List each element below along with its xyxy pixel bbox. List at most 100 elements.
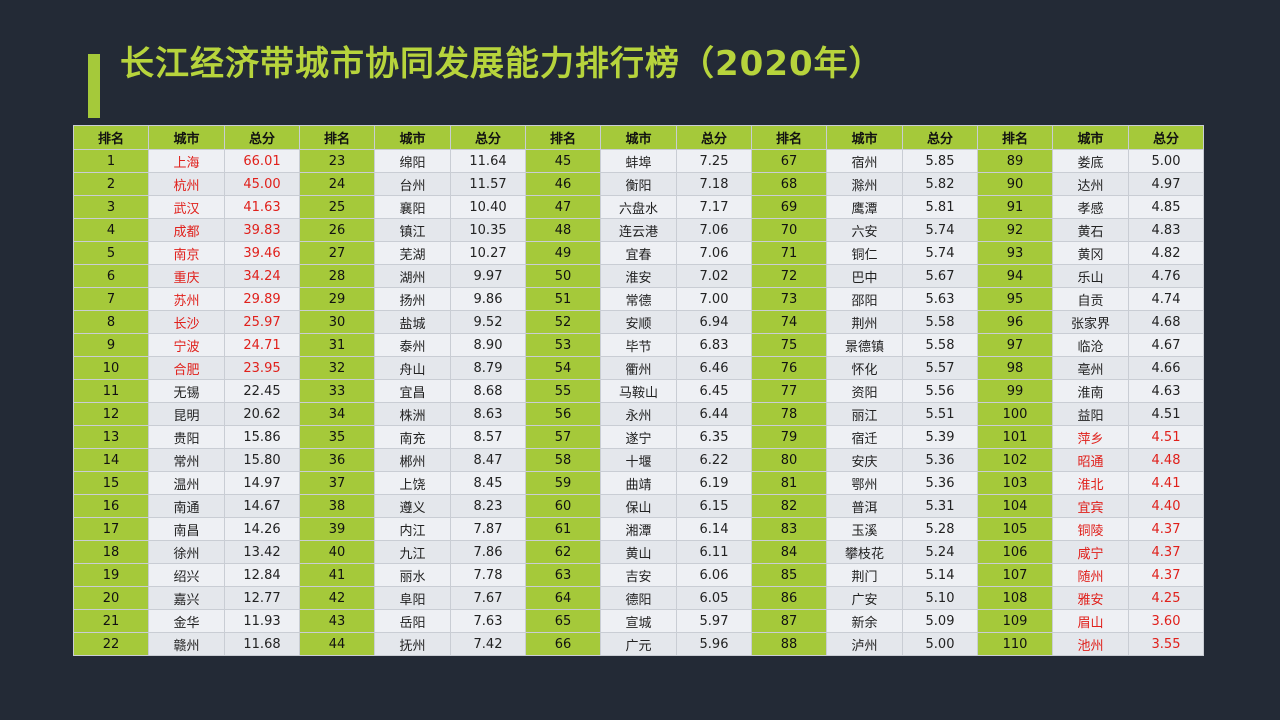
city-cell: 铜仁: [826, 241, 903, 265]
rank-cell: 48: [525, 218, 601, 242]
rank-cell: 17: [73, 517, 149, 541]
city-cell: 苏州: [148, 287, 225, 311]
table-row: 12 昆明 20.62 34 株洲 8.63 56 永州 6.44 78 丽江 5.51 100 益阳 4.…: [73, 402, 1204, 426]
score-cell: 6.15: [676, 494, 752, 518]
city-cell: 宜昌: [374, 379, 451, 403]
score-cell: 5.74: [902, 218, 978, 242]
score-cell: 5.31: [902, 494, 978, 518]
city-cell: 吉安: [600, 563, 677, 587]
score-cell: 7.78: [450, 563, 526, 587]
rank-cell: 67: [751, 149, 827, 173]
rank-cell: 20: [73, 586, 149, 610]
score-cell: 6.05: [676, 586, 752, 610]
city-cell: 金华: [148, 609, 225, 633]
rank-cell: 36: [299, 448, 375, 472]
table-row: 2 杭州 45.00 24 台州 11.57 46 衡阳 7.18 68 滁州 5.82 90 达州 4.9…: [73, 172, 1204, 196]
rank-cell: 94: [977, 264, 1053, 288]
city-cell: 乐山: [1052, 264, 1129, 288]
city-cell: 芜湖: [374, 241, 451, 265]
city-cell: 临沧: [1052, 333, 1129, 357]
score-cell: 15.80: [224, 448, 300, 472]
score-cell: 5.67: [902, 264, 978, 288]
rank-cell: 16: [73, 494, 149, 518]
city-cell: 昭通: [1052, 448, 1129, 472]
rank-cell: 15: [73, 471, 149, 495]
city-cell: 鹰潭: [826, 195, 903, 219]
city-cell: 亳州: [1052, 356, 1129, 380]
rank-cell: 60: [525, 494, 601, 518]
rank-cell: 53: [525, 333, 601, 357]
city-cell: 南昌: [148, 517, 225, 541]
score-cell: 41.63: [224, 195, 300, 219]
city-cell: 泸州: [826, 632, 903, 656]
rank-cell: 98: [977, 356, 1053, 380]
city-cell: 南通: [148, 494, 225, 518]
rank-cell: 96: [977, 310, 1053, 334]
score-cell: 7.18: [676, 172, 752, 196]
city-cell: 郴州: [374, 448, 451, 472]
rank-cell: 61: [525, 517, 601, 541]
city-cell: 荆州: [826, 310, 903, 334]
rank-cell: 58: [525, 448, 601, 472]
city-cell: 广元: [600, 632, 677, 656]
table-row: 14 常州 15.80 36 郴州 8.47 58 十堰 6.22 80 安庆 5.36 102 昭通 4.…: [73, 448, 1204, 472]
city-cell: 淮北: [1052, 471, 1129, 495]
score-cell: 4.41: [1128, 471, 1204, 495]
rank-cell: 65: [525, 609, 601, 633]
city-cell: 邵阳: [826, 287, 903, 311]
score-cell: 6.83: [676, 333, 752, 357]
score-cell: 5.63: [902, 287, 978, 311]
table-row: 22 赣州 11.68 44 抚州 7.42 66 广元 5.96 88 泸州 5.00 110 池州 3.…: [73, 632, 1204, 656]
rank-cell: 73: [751, 287, 827, 311]
table-row: 5 南京 39.46 27 芜湖 10.27 49 宜春 7.06 71 铜仁 5.74 93 黄冈 4.8…: [73, 241, 1204, 265]
rank-cell: 76: [751, 356, 827, 380]
city-cell: 怀化: [826, 356, 903, 380]
rank-cell: 27: [299, 241, 375, 265]
rank-cell: 68: [751, 172, 827, 196]
rank-cell: 54: [525, 356, 601, 380]
score-cell: 39.46: [224, 241, 300, 265]
score-cell: 15.86: [224, 425, 300, 449]
rank-cell: 26: [299, 218, 375, 242]
score-cell: 5.56: [902, 379, 978, 403]
city-cell: 武汉: [148, 195, 225, 219]
city-cell: 湖州: [374, 264, 451, 288]
table-row: 18 徐州 13.42 40 九江 7.86 62 黄山 6.11 84 攀枝花 5.24 106 咸宁 4…: [73, 540, 1204, 564]
rank-cell: 99: [977, 379, 1053, 403]
city-cell: 安庆: [826, 448, 903, 472]
rank-cell: 105: [977, 517, 1053, 541]
rank-cell: 51: [525, 287, 601, 311]
score-cell: 8.90: [450, 333, 526, 357]
city-cell: 随州: [1052, 563, 1129, 587]
score-cell: 5.82: [902, 172, 978, 196]
rank-cell: 28: [299, 264, 375, 288]
city-header: 城市: [1052, 125, 1129, 150]
score-cell: 11.64: [450, 149, 526, 173]
score-cell: 34.24: [224, 264, 300, 288]
rank-cell: 104: [977, 494, 1053, 518]
score-cell: 4.76: [1128, 264, 1204, 288]
rank-cell: 1: [73, 149, 149, 173]
city-cell: 重庆: [148, 264, 225, 288]
city-cell: 衢州: [600, 356, 677, 380]
rank-cell: 83: [751, 517, 827, 541]
rank-cell: 63: [525, 563, 601, 587]
score-cell: 4.85: [1128, 195, 1204, 219]
city-cell: 盐城: [374, 310, 451, 334]
score-cell: 12.84: [224, 563, 300, 587]
score-cell: 10.35: [450, 218, 526, 242]
city-cell: 新余: [826, 609, 903, 633]
city-cell: 株洲: [374, 402, 451, 426]
city-cell: 阜阳: [374, 586, 451, 610]
score-cell: 5.81: [902, 195, 978, 219]
rank-cell: 71: [751, 241, 827, 265]
city-cell: 孝感: [1052, 195, 1129, 219]
city-cell: 黄石: [1052, 218, 1129, 242]
city-cell: 淮南: [1052, 379, 1129, 403]
score-cell: 4.68: [1128, 310, 1204, 334]
score-cell: 8.23: [450, 494, 526, 518]
score-cell: 5.85: [902, 149, 978, 173]
city-cell: 泰州: [374, 333, 451, 357]
table-row: 19 绍兴 12.84 41 丽水 7.78 63 吉安 6.06 85 荆门 5.14 107 随州 4.…: [73, 563, 1204, 587]
rank-cell: 92: [977, 218, 1053, 242]
